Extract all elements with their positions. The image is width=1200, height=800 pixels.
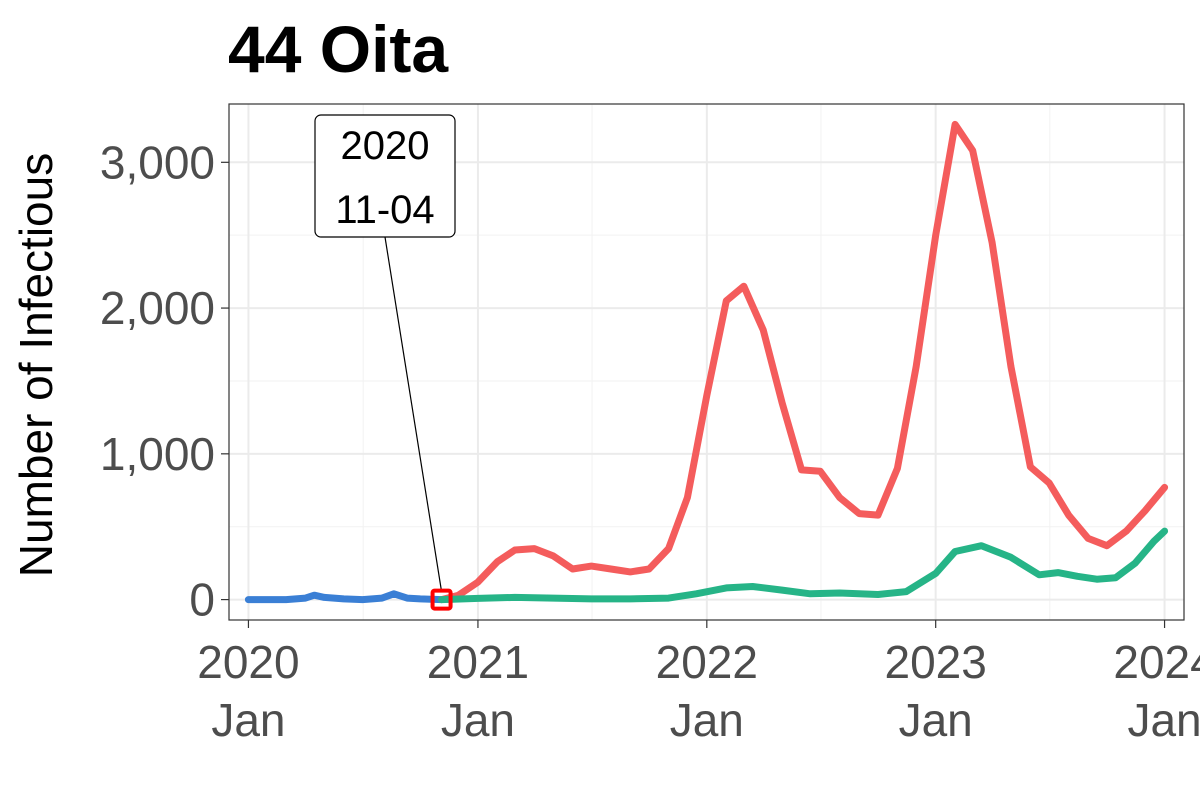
- series-line-3: [438, 527, 1169, 604]
- x-axis: 2020 Jan 2021 Jan 2022 Jan 2023 Jan 2024 Jan: [197, 620, 1200, 746]
- x-tick-label-year: 2020: [197, 636, 299, 688]
- series-layer: [244, 120, 1169, 604]
- annotation-box: [314, 114, 456, 238]
- x-tick-label-month: Jan: [211, 694, 285, 746]
- chart-title: 44 Oita: [228, 12, 449, 86]
- annotation-leader-line: [384, 236, 443, 592]
- x-tick-label-month: Jan: [670, 694, 744, 746]
- x-tick-label-year: 2021: [427, 636, 529, 688]
- x-tick-label-month: Jan: [441, 694, 515, 746]
- y-tick-label: 2,000: [100, 282, 215, 334]
- y-tick-label: 3,000: [100, 136, 215, 188]
- series-line-1: [244, 590, 446, 604]
- x-tick-label-year: 2024: [1113, 636, 1200, 688]
- y-axis: 0 1,000 2,000 3,000: [100, 136, 229, 626]
- annotation-label-line: 11-04: [335, 188, 434, 232]
- y-tick-label: 0: [189, 574, 215, 626]
- annotation-label-line: 2020: [341, 124, 430, 168]
- y-tick-label: 1,000: [100, 428, 215, 480]
- x-tick-label-year: 2023: [885, 636, 987, 688]
- annotation-marker: [430, 588, 453, 611]
- x-tick-label-month: Jan: [899, 694, 973, 746]
- x-tick-label-month: Jan: [1127, 694, 1200, 746]
- series-line-2: [438, 120, 1169, 604]
- y-axis-title: Number of Infectious: [10, 153, 62, 577]
- x-tick-label-year: 2022: [656, 636, 758, 688]
- annotation: 2020 11-04: [314, 114, 456, 611]
